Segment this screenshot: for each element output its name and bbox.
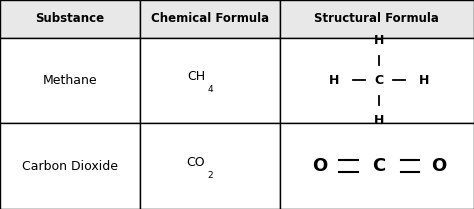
Text: CO: CO (186, 156, 205, 169)
Text: H: H (374, 34, 384, 47)
Text: CH: CH (187, 70, 205, 83)
Text: 4: 4 (207, 85, 213, 94)
Text: O: O (312, 157, 328, 175)
Text: Structural Formula: Structural Formula (314, 12, 439, 25)
Text: H: H (329, 74, 339, 87)
Text: C: C (374, 74, 384, 87)
Text: Substance: Substance (36, 12, 104, 25)
Text: Chemical Formula: Chemical Formula (151, 12, 269, 25)
Bar (280, 0, 474, 38)
Text: Carbon Dioxide: Carbon Dioxide (22, 160, 118, 173)
Text: C: C (373, 157, 386, 175)
Text: Methane: Methane (43, 74, 97, 87)
Text: O: O (431, 157, 446, 175)
Bar (0, 0, 140, 38)
Bar (140, 38, 280, 123)
Bar (140, 123, 280, 209)
Bar (140, 0, 280, 38)
Bar (0, 123, 140, 209)
Bar (0, 38, 140, 123)
Text: H: H (419, 74, 429, 87)
Text: 2: 2 (207, 171, 213, 180)
Bar (280, 123, 474, 209)
Bar (280, 38, 474, 123)
Text: H: H (374, 114, 384, 127)
